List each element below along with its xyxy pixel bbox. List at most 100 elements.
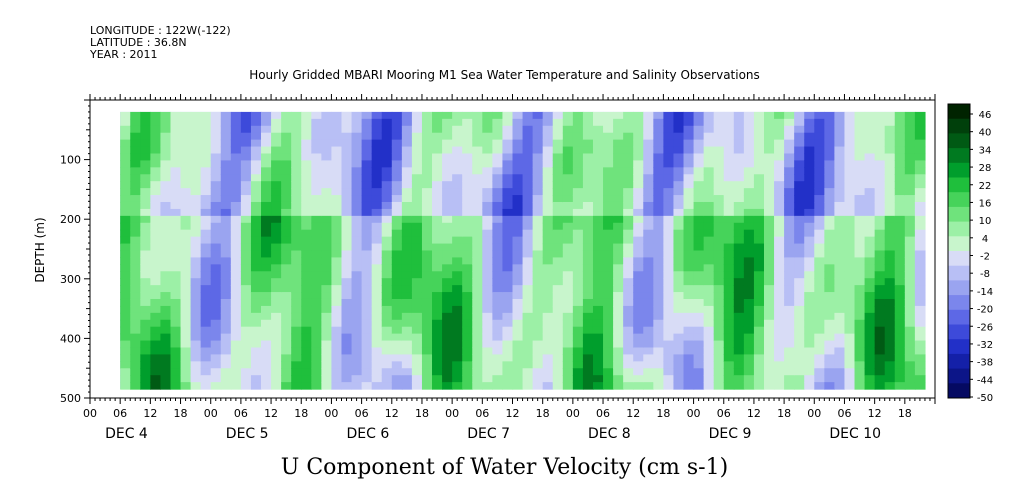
field-cell xyxy=(572,195,584,203)
field-cell xyxy=(210,195,222,203)
field-cell xyxy=(261,298,272,307)
field-cell xyxy=(452,181,463,189)
field-cell xyxy=(804,271,815,279)
field-cell xyxy=(733,264,745,272)
field-cell xyxy=(572,201,584,210)
field-cell xyxy=(381,305,393,314)
field-cell xyxy=(361,188,373,196)
field-cell xyxy=(522,125,534,134)
field-cell xyxy=(603,326,614,335)
field-cell xyxy=(673,139,685,148)
field-cell xyxy=(532,361,544,369)
field-cell xyxy=(472,382,483,390)
field-cell xyxy=(230,354,242,362)
field-cell xyxy=(492,312,504,321)
field-cell xyxy=(683,326,695,335)
field-cell xyxy=(784,257,795,265)
field-cell xyxy=(230,292,242,300)
field-cell xyxy=(240,195,252,203)
field-cell xyxy=(341,111,353,120)
field-cell xyxy=(603,250,614,259)
field-cell xyxy=(844,257,856,265)
field-cell xyxy=(653,139,664,148)
field-cell xyxy=(492,292,504,300)
field-cell xyxy=(391,229,403,238)
field-cell xyxy=(703,319,715,328)
field-cell xyxy=(552,375,564,383)
field-cell xyxy=(562,257,574,265)
field-cell xyxy=(371,167,383,175)
field-cell xyxy=(421,298,433,307)
field-cell xyxy=(532,264,544,272)
field-cell xyxy=(240,264,252,272)
field-cell xyxy=(341,264,353,272)
field-cell xyxy=(210,201,222,210)
field-cell xyxy=(643,319,654,328)
field-cell xyxy=(633,132,644,141)
field-cell xyxy=(150,257,162,265)
field-cell xyxy=(250,312,262,321)
field-cell xyxy=(814,174,825,182)
field-cell xyxy=(623,111,634,120)
field-cell xyxy=(160,188,172,196)
field-cell xyxy=(522,229,534,238)
field-cell xyxy=(572,312,584,321)
field-cell xyxy=(914,215,926,224)
field-cell xyxy=(552,215,564,224)
field-cell xyxy=(301,208,312,217)
field-cell xyxy=(220,326,232,335)
field-cell xyxy=(371,160,383,168)
colorbar-swatch xyxy=(948,104,970,120)
field-cell xyxy=(160,319,172,328)
field-cell xyxy=(824,160,836,168)
field-cell xyxy=(884,305,896,314)
field-cell xyxy=(421,250,433,259)
field-cell xyxy=(864,229,876,238)
field-cell xyxy=(562,195,574,203)
field-cell xyxy=(834,222,846,231)
field-cell xyxy=(824,229,836,238)
field-cell xyxy=(240,375,252,383)
field-cell xyxy=(713,305,725,314)
field-cell xyxy=(582,264,594,272)
field-cell xyxy=(120,271,131,279)
field-cell xyxy=(824,174,836,182)
field-cell xyxy=(874,340,886,349)
field-cell xyxy=(743,347,755,356)
field-cell xyxy=(482,167,493,175)
field-cell xyxy=(582,271,594,279)
field-cell xyxy=(472,153,483,162)
field-cell xyxy=(784,188,795,196)
field-cell xyxy=(683,167,695,175)
field-cell xyxy=(311,174,322,182)
field-cell xyxy=(804,188,815,196)
field-cell xyxy=(572,305,584,314)
field-cell xyxy=(210,354,222,362)
field-cell xyxy=(713,243,725,252)
field-cell xyxy=(763,222,775,231)
field-cell xyxy=(613,215,624,224)
field-cell xyxy=(250,250,262,259)
field-cell xyxy=(190,361,202,369)
field-cell xyxy=(512,125,524,134)
field-cell xyxy=(492,167,504,175)
field-cell xyxy=(582,132,594,141)
field-cell xyxy=(522,312,534,321)
field-cell xyxy=(854,292,866,300)
field-cell xyxy=(170,257,182,265)
field-cell xyxy=(341,326,353,335)
colorbar-swatch xyxy=(948,295,970,311)
field-cell xyxy=(432,215,443,224)
field-cell xyxy=(673,368,685,376)
field-cell xyxy=(763,111,775,120)
field-cell xyxy=(794,326,805,335)
field-cell xyxy=(804,167,815,175)
field-cell xyxy=(391,195,403,203)
field-cell xyxy=(321,278,333,286)
field-cell xyxy=(482,250,493,259)
field-cell xyxy=(472,132,483,141)
field-cell xyxy=(683,271,695,279)
field-cell xyxy=(170,208,182,217)
field-cell xyxy=(391,111,403,120)
field-cell xyxy=(784,326,795,335)
